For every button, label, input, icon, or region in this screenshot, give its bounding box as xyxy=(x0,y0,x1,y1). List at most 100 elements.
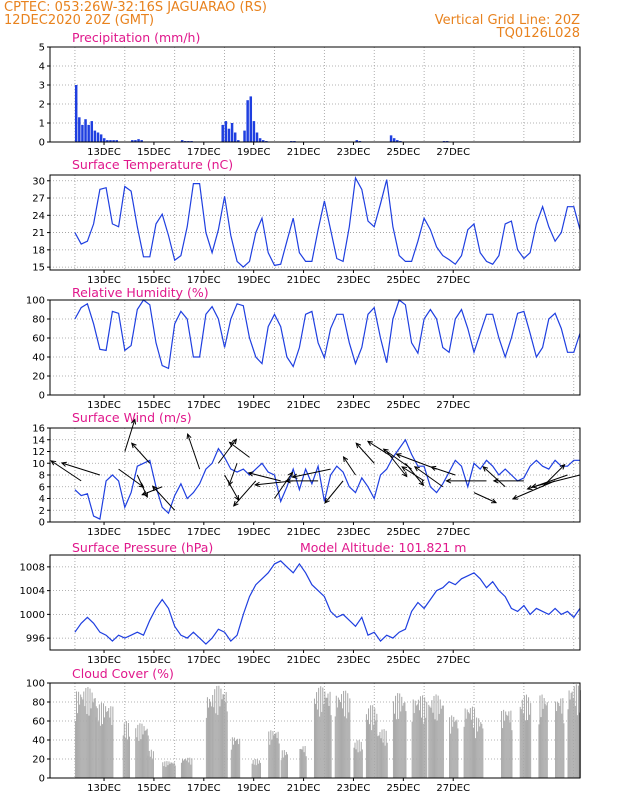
wind-arrow xyxy=(367,440,394,458)
cloud-bar xyxy=(107,711,109,778)
cloud-bar xyxy=(126,739,128,778)
panel-2: Surface Temperature (nC) 15 18 21 24 27 30 13DE… xyxy=(32,157,581,286)
cloud-bar xyxy=(343,690,345,778)
x-tick-label: 19DEC xyxy=(237,783,271,794)
wind-arrow xyxy=(131,442,151,464)
wind-arrow-head xyxy=(324,497,330,504)
cloud-bar xyxy=(224,702,226,778)
cloud-bar xyxy=(573,686,575,778)
cloud-bar xyxy=(252,759,254,778)
cloud-bar xyxy=(86,714,88,778)
cloud-bar xyxy=(313,698,315,778)
cloud-bar xyxy=(529,714,531,778)
y-tick-label: 10 xyxy=(32,459,45,470)
cloud-bar xyxy=(431,700,433,778)
cloud-bar xyxy=(542,708,544,778)
cloud-bar xyxy=(478,718,480,778)
cloud-bar xyxy=(219,706,221,778)
y-tick-label: 24 xyxy=(32,211,45,222)
cloud-bar xyxy=(522,713,524,778)
cloud-bar xyxy=(304,746,306,778)
cloud-bar xyxy=(128,736,131,778)
cloud-bar xyxy=(416,704,418,778)
cloud-bar xyxy=(574,705,576,778)
cloud-bar xyxy=(101,724,103,778)
cloud-bar xyxy=(359,751,361,778)
precip-bar xyxy=(227,128,231,142)
cloud-bar xyxy=(305,756,307,778)
precip-bar xyxy=(389,135,393,142)
cloud-bar xyxy=(424,697,426,778)
cloud-bar xyxy=(469,707,471,778)
wind-arrow-head xyxy=(228,480,233,487)
cloud-bar xyxy=(112,706,114,778)
cloud-bar xyxy=(576,715,578,778)
cloud-bar xyxy=(380,738,382,778)
cloud-bar xyxy=(355,749,357,778)
cloud-bar xyxy=(543,698,545,778)
precip-bar xyxy=(109,140,112,142)
cloud-bar xyxy=(105,706,107,778)
cloud-bar xyxy=(472,727,474,778)
x-tick-label: 19DEC xyxy=(237,147,271,158)
cloud-bar xyxy=(93,698,95,778)
cloud-bar xyxy=(124,737,126,778)
grid-note-header: Vertical Grid Line: 20Z xyxy=(434,13,580,28)
cloud-bar xyxy=(318,687,320,778)
cloud-bar xyxy=(187,757,189,778)
cloud-bar xyxy=(345,690,347,778)
cloud-bar xyxy=(524,720,526,778)
precip-bar xyxy=(96,132,100,142)
precip-bar xyxy=(258,138,262,142)
cloud-bar xyxy=(139,723,141,778)
panel-title: Precipitation (mm/h) xyxy=(72,30,200,45)
wind-arrow xyxy=(414,466,444,488)
cloud-bar xyxy=(277,731,279,778)
cloud-bar xyxy=(256,759,258,778)
cloud-bar xyxy=(502,728,504,778)
cloud-bar xyxy=(218,685,220,778)
x-tick-label: 13DEC xyxy=(87,783,121,794)
wind-arrow-head xyxy=(291,473,298,479)
cloud-bar xyxy=(369,724,371,778)
x-tick-label: 23DEC xyxy=(337,400,371,411)
wind-arrow-head xyxy=(445,478,452,484)
precip-bar xyxy=(134,140,137,142)
code-header: TQ0126L028 xyxy=(496,26,580,41)
wind-arrow-head xyxy=(526,485,533,491)
panel-title: Surface Temperature (nC) xyxy=(72,157,233,172)
cloud-bar xyxy=(372,705,374,778)
cloud-bar xyxy=(100,702,102,778)
x-tick-label: 15DEC xyxy=(137,275,171,286)
cloud-bar xyxy=(172,763,174,778)
cloud-bar xyxy=(441,705,443,778)
x-tick-label: 25DEC xyxy=(386,783,420,794)
wind-arrow-head xyxy=(130,442,137,449)
x-tick-label: 15DEC xyxy=(137,655,171,666)
cloud-bar xyxy=(399,693,401,778)
cloud-bar xyxy=(580,690,582,778)
cloud-bar xyxy=(278,743,280,778)
cloud-bar xyxy=(125,721,127,778)
cloud-bar xyxy=(561,713,563,778)
cloud-bar xyxy=(185,758,187,778)
cloud-bar xyxy=(439,699,441,778)
panel-frame xyxy=(49,46,581,143)
cloud-bar xyxy=(98,704,100,778)
cloud-bar xyxy=(216,685,218,778)
cloud-bar xyxy=(221,699,223,778)
y-tick-label: 2 xyxy=(39,506,45,517)
cloud-bar xyxy=(425,717,427,778)
cloud-bar xyxy=(418,710,420,778)
y-tick-label: 15 xyxy=(32,263,45,274)
cloud-bar xyxy=(284,755,286,778)
cloud-bar xyxy=(215,713,217,778)
x-tick-label: 23DEC xyxy=(337,655,371,666)
cloud-bar xyxy=(184,759,186,778)
y-tick-label: 0 xyxy=(39,391,45,402)
cloud-bar xyxy=(81,697,83,778)
x-tick-label: 25DEC xyxy=(386,655,420,666)
cloud-bar xyxy=(438,713,440,778)
cloud-bar xyxy=(326,697,328,778)
cloud-bar xyxy=(405,711,407,778)
